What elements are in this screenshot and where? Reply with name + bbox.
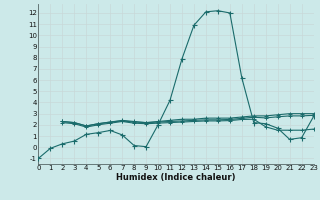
X-axis label: Humidex (Indice chaleur): Humidex (Indice chaleur) bbox=[116, 173, 236, 182]
